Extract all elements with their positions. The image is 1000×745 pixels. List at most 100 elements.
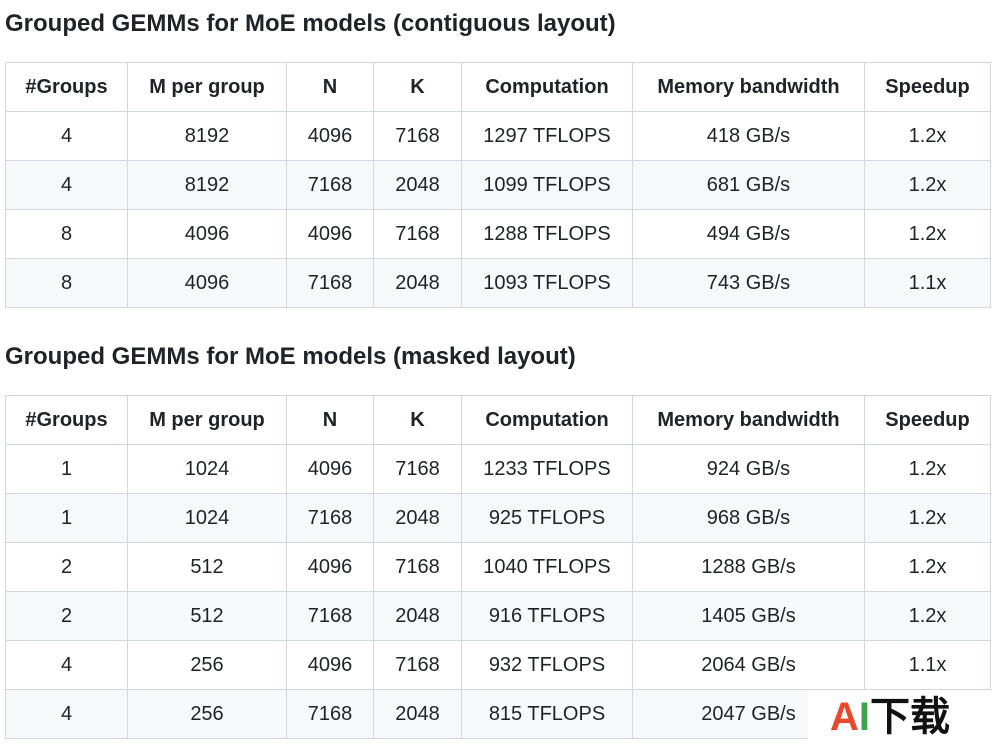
table-head: #Groups M per group N K Computation Memory ba… (5, 395, 991, 445)
table-cell: 7168 (286, 591, 374, 641)
table-cell: 1.2x (864, 444, 991, 494)
table-cell: 7168 (373, 209, 462, 259)
table-cell: 743 GB/s (632, 258, 865, 308)
table-cell: 924 GB/s (632, 444, 865, 494)
header-cell: M per group (127, 395, 287, 445)
table-cell: 1288 GB/s (632, 542, 865, 592)
watermark: AI下载 (808, 690, 1000, 745)
header-cell: K (373, 62, 462, 112)
watermark-i: I (858, 695, 871, 739)
table-cell: 7168 (286, 258, 374, 308)
header-cell: Speedup (864, 395, 991, 445)
header-cell: #Groups (5, 62, 128, 112)
header-row: #Groups M per group N K Computation Memory ba… (5, 62, 991, 112)
table-cell: 932 TFLOPS (461, 640, 633, 690)
table-cell: 4096 (286, 640, 374, 690)
table-cell: 1093 TFLOPS (461, 258, 633, 308)
table-cell: 8 (5, 209, 128, 259)
table-row: 2 512 4096 7168 1040 TFLOPS 1288 GB/s 1.2x (5, 542, 991, 592)
table-cell: 2048 (373, 689, 462, 739)
table-cell: 1288 TFLOPS (461, 209, 633, 259)
table-cell: 7168 (373, 542, 462, 592)
table-cell: 2 (5, 542, 128, 592)
header-cell: Speedup (864, 62, 991, 112)
data-table: #Groups M per group N K Computation Memory ba… (5, 395, 991, 739)
table-row: 1 1024 7168 2048 925 TFLOPS 968 GB/s 1.2x (5, 493, 991, 543)
table-cell: 1024 (127, 444, 287, 494)
table-cell: 8192 (127, 160, 287, 210)
table-cell: 968 GB/s (632, 493, 865, 543)
table-cell: 512 (127, 542, 287, 592)
header-cell: K (373, 395, 462, 445)
table-cell: 4096 (286, 542, 374, 592)
header-cell: #Groups (5, 395, 128, 445)
watermark-a: A (830, 695, 859, 739)
table-cell: 916 TFLOPS (461, 591, 633, 641)
table-cell: 494 GB/s (632, 209, 865, 259)
table-row: 8 4096 7168 2048 1093 TFLOPS 743 GB/s 1.1x (5, 258, 991, 308)
table-row: 2 512 7168 2048 916 TFLOPS 1405 GB/s 1.2x (5, 591, 991, 641)
table-cell: 418 GB/s (632, 111, 865, 161)
table-cell: 4 (5, 160, 128, 210)
table-cell: 256 (127, 689, 287, 739)
table-row: 4 8192 4096 7168 1297 TFLOPS 418 GB/s 1.2x (5, 111, 991, 161)
table-cell: 1.2x (864, 542, 991, 592)
table-cell: 1297 TFLOPS (461, 111, 633, 161)
header-cell: Memory bandwidth (632, 62, 865, 112)
table-cell: 925 TFLOPS (461, 493, 633, 543)
table-cell: 1 (5, 493, 128, 543)
table-cell: 8 (5, 258, 128, 308)
table-cell: 512 (127, 591, 287, 641)
table-cell: 1099 TFLOPS (461, 160, 633, 210)
table-cell: 1 (5, 444, 128, 494)
table-cell: 7168 (373, 444, 462, 494)
table-cell: 1024 (127, 493, 287, 543)
table-cell: 8192 (127, 111, 287, 161)
table-cell: 4096 (286, 444, 374, 494)
watermark-text: 下载 (870, 695, 951, 739)
table-cell: 2048 (373, 591, 462, 641)
section-title: Grouped GEMMs for MoE models (contiguous… (5, 10, 616, 37)
section-title: Grouped GEMMs for MoE models (masked lay… (5, 343, 576, 370)
header-row: #Groups M per group N K Computation Memory ba… (5, 395, 991, 445)
table-cell: 4 (5, 640, 128, 690)
table-row: 8 4096 4096 7168 1288 TFLOPS 494 GB/s 1.2x (5, 209, 991, 259)
table-cell: 2048 (373, 258, 462, 308)
header-cell: Computation (461, 395, 633, 445)
table-body: 1 1024 4096 7168 1233 TFLOPS 924 GB/s 1.2x 1 102… (5, 444, 991, 739)
table-cell: 815 TFLOPS (461, 689, 633, 739)
table-cell: 1040 TFLOPS (461, 542, 633, 592)
table-cell: 1.2x (864, 209, 991, 259)
table-cell: 2 (5, 591, 128, 641)
table-cell: 1.1x (864, 640, 991, 690)
data-table: #Groups M per group N K Computation Memory ba… (5, 62, 991, 308)
table-cell: 1.2x (864, 160, 991, 210)
table-cell: 1.2x (864, 591, 991, 641)
table-body: 4 8192 4096 7168 1297 TFLOPS 418 GB/s 1.2x 4 819… (5, 111, 991, 308)
header-cell: M per group (127, 62, 287, 112)
table-cell: 7168 (373, 640, 462, 690)
table-cell: 1233 TFLOPS (461, 444, 633, 494)
table-cell: 1.2x (864, 111, 991, 161)
table-cell: 2048 (373, 160, 462, 210)
table-cell: 681 GB/s (632, 160, 865, 210)
table-cell: 4096 (286, 111, 374, 161)
table-cell: 4096 (286, 209, 374, 259)
table-cell: 4 (5, 111, 128, 161)
table-cell: 7168 (373, 111, 462, 161)
table-row: 4 256 4096 7168 932 TFLOPS 2064 GB/s 1.1x (5, 640, 991, 690)
table-row: 1 1024 4096 7168 1233 TFLOPS 924 GB/s 1.2x (5, 444, 991, 494)
table-cell: 4096 (127, 258, 287, 308)
table-cell: 1.2x (864, 493, 991, 543)
header-cell: Computation (461, 62, 633, 112)
table-cell: 4 (5, 689, 128, 739)
table-cell: 2048 (373, 493, 462, 543)
table-row: 4 8192 7168 2048 1099 TFLOPS 681 GB/s 1.2x (5, 160, 991, 210)
table-cell: 4096 (127, 209, 287, 259)
header-cell: Memory bandwidth (632, 395, 865, 445)
table-cell: 7168 (286, 689, 374, 739)
table-cell: 7168 (286, 493, 374, 543)
table-cell: 2064 GB/s (632, 640, 865, 690)
table-cell: 7168 (286, 160, 374, 210)
table-cell: 1405 GB/s (632, 591, 865, 641)
